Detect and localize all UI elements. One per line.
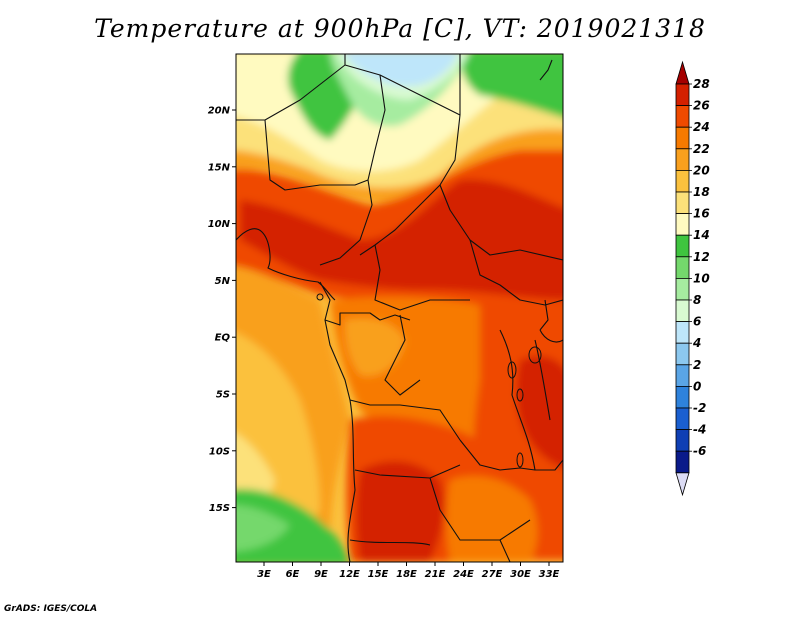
colorbar-label: -2 (693, 401, 706, 415)
contour-green-ne (460, 54, 563, 118)
colorbar-swatch (675, 277, 690, 301)
colorbar-label: 26 (693, 99, 710, 113)
lon-label: 24E (453, 569, 474, 580)
lon-label: 6E (286, 569, 300, 580)
colorbar-label: 20 (693, 163, 710, 177)
lon-label: 12E (339, 569, 360, 580)
lon-label: 33E (539, 569, 560, 580)
colorbar-label: -4 (693, 423, 706, 437)
contour-lightgreen-sw (236, 505, 290, 552)
colorbar-swatch (675, 213, 690, 236)
country-borders (236, 54, 563, 562)
colorbar-label: 16 (693, 207, 710, 221)
colorbar-label: 28 (693, 77, 710, 91)
lat-label: 5N (215, 276, 231, 287)
contour-south-hot (356, 461, 445, 562)
colorbar-swatch (675, 83, 690, 107)
colorbar-swatch (675, 256, 690, 279)
longitude-axis: 3E 6E 9E 12E 15E 18E 21E 24E 27E 30E 33E (257, 562, 560, 580)
temperature-field (236, 54, 563, 562)
colorbar-swatch (675, 191, 690, 215)
latitude-axis: 20N 15N 10N 5N EQ 5S 10S 15S (208, 106, 236, 514)
map-frame (235, 53, 564, 563)
grads-credit: GrADS: IGES/COLA (4, 604, 98, 614)
colorbar-swatch (675, 234, 690, 258)
contour-congo-mild (344, 318, 405, 376)
lat-label: EQ (215, 333, 231, 344)
colorbar-swatch (675, 385, 690, 409)
colorbar-swatch (675, 407, 690, 431)
lat-label: 20N (208, 106, 231, 117)
colorbar-label: 14 (693, 228, 710, 242)
colorbar-label: 0 (693, 379, 701, 393)
colorbar-label: 24 (693, 120, 710, 134)
colorbar-label: 2 (693, 358, 701, 372)
colorbar-bottom-arrow (675, 472, 690, 497)
colorbar-label: -6 (693, 444, 706, 458)
colorbar-label: 8 (693, 293, 701, 307)
colorbar-label: 18 (693, 185, 710, 199)
colorbar-label: 10 (693, 271, 710, 285)
lon-label: 27E (482, 569, 503, 580)
colorbar-swatch (675, 105, 690, 128)
lon-label: 18E (396, 569, 417, 580)
colorbar-swatch (675, 429, 690, 452)
lon-label: 21E (425, 569, 446, 580)
colorbar-label: 12 (693, 250, 710, 264)
lat-label: 10S (209, 446, 230, 457)
colorbar-top-arrow (675, 60, 690, 85)
colorbar-label: 4 (692, 336, 701, 350)
colorbar-swatch (675, 450, 690, 474)
lat-label: 15N (208, 162, 231, 173)
colorbar-swatch (675, 342, 690, 366)
lat-label: 5S (216, 390, 230, 401)
lakes (316, 293, 542, 468)
contour-east-hot (516, 356, 563, 468)
colorbar-swatch (675, 299, 690, 323)
contour-cool-blue (342, 54, 459, 87)
colorbar-label: 22 (693, 142, 710, 156)
colorbar-swatch (675, 321, 690, 344)
colorbar-swatch (675, 126, 690, 150)
colorbar-swatch (675, 169, 690, 193)
contour-sahel-hot (240, 179, 563, 300)
contour-hot-core-west (292, 225, 360, 270)
lat-label: 15S (209, 503, 230, 514)
lon-label: 30E (510, 569, 531, 580)
lon-label: 3E (257, 569, 271, 580)
colorbar-label: 6 (693, 315, 701, 329)
lat-label: 10N (208, 219, 231, 230)
map-title: Temperature at 900hPa [C], VT: 201902131… (94, 14, 706, 43)
colorbar-swatch (675, 148, 690, 171)
colorbar-swatch (675, 364, 690, 387)
lon-label: 15E (368, 569, 389, 580)
lon-label: 9E (314, 569, 328, 580)
